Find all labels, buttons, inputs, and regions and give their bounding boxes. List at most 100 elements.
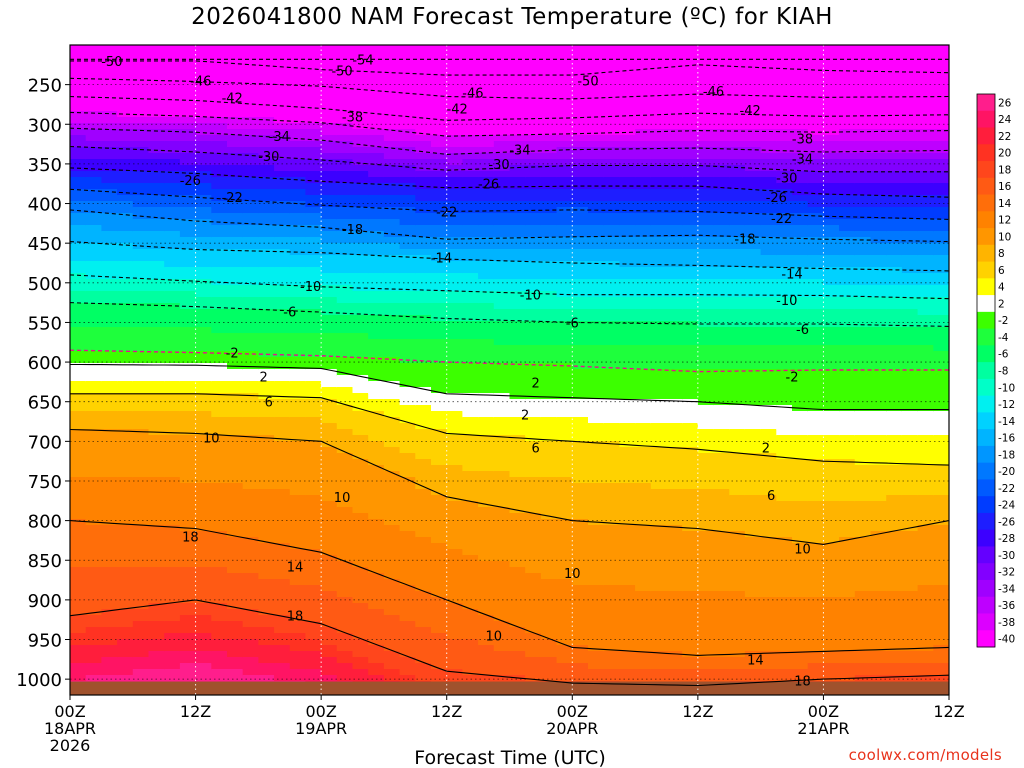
field-cell bbox=[117, 153, 134, 160]
field-cell bbox=[305, 249, 322, 256]
field-cell bbox=[493, 441, 511, 448]
field-cell bbox=[179, 555, 197, 562]
field-cell bbox=[619, 171, 636, 178]
field-cell bbox=[744, 279, 762, 286]
field-cell bbox=[635, 267, 652, 274]
field-cell bbox=[258, 615, 275, 622]
field-cell bbox=[493, 495, 511, 502]
field-cell bbox=[760, 417, 778, 424]
field-cell bbox=[493, 381, 511, 388]
field-cell bbox=[195, 219, 213, 226]
field-cell bbox=[117, 69, 134, 76]
field-cell bbox=[776, 171, 793, 178]
field-cell bbox=[572, 147, 589, 154]
field-cell bbox=[493, 669, 511, 676]
field-cell bbox=[760, 327, 778, 334]
field-cell bbox=[525, 477, 542, 484]
field-cell bbox=[619, 309, 636, 316]
field-cell bbox=[321, 615, 338, 622]
field-cell bbox=[289, 471, 307, 478]
field-cell bbox=[619, 273, 636, 280]
field-cell bbox=[227, 93, 244, 100]
field-cell bbox=[195, 51, 213, 58]
field-cell bbox=[70, 609, 87, 616]
field-cell bbox=[274, 249, 291, 256]
field-cell bbox=[619, 543, 636, 550]
field-cell bbox=[352, 99, 369, 106]
field-cell bbox=[305, 537, 322, 544]
field-cell bbox=[682, 591, 699, 598]
field-cell bbox=[682, 669, 699, 676]
field-cell bbox=[132, 441, 150, 448]
field-cell bbox=[258, 261, 275, 268]
field-cell bbox=[368, 309, 385, 316]
field-cell bbox=[383, 651, 401, 658]
field-cell bbox=[682, 219, 699, 226]
field-cell bbox=[760, 207, 778, 214]
field-cell bbox=[117, 165, 134, 172]
field-cell bbox=[588, 99, 605, 106]
field-cell bbox=[415, 69, 432, 76]
field-cell bbox=[431, 411, 448, 418]
field-cell bbox=[399, 537, 417, 544]
field-cell bbox=[556, 165, 574, 172]
field-cell bbox=[399, 189, 417, 196]
field-cell bbox=[556, 123, 574, 130]
field-cell bbox=[164, 543, 181, 550]
field-cell bbox=[744, 627, 762, 634]
field-cell bbox=[148, 561, 165, 568]
field-cell bbox=[682, 57, 699, 64]
field-cell bbox=[635, 615, 652, 622]
field-cell bbox=[682, 579, 699, 586]
field-cell bbox=[682, 255, 699, 262]
field-cell bbox=[635, 507, 652, 514]
field-cell bbox=[415, 639, 432, 646]
field-cell bbox=[368, 591, 385, 598]
field-cell bbox=[603, 471, 621, 478]
field-cell bbox=[682, 87, 699, 94]
field-cell bbox=[666, 495, 683, 502]
field-cell bbox=[274, 441, 291, 448]
field-cell bbox=[478, 261, 495, 268]
field-cell bbox=[525, 381, 542, 388]
field-cell bbox=[760, 213, 778, 220]
field-cell bbox=[117, 627, 134, 634]
field-cell bbox=[368, 195, 385, 202]
field-cell bbox=[195, 555, 213, 562]
field-cell bbox=[132, 651, 150, 658]
field-cell bbox=[682, 45, 699, 52]
field-cell bbox=[744, 345, 762, 352]
field-cell bbox=[713, 189, 731, 196]
field-cell bbox=[227, 249, 244, 256]
field-cell bbox=[164, 357, 181, 364]
field-cell bbox=[478, 393, 495, 400]
field-cell bbox=[258, 171, 275, 178]
field-cell bbox=[478, 627, 495, 634]
field-cell bbox=[572, 111, 589, 118]
field-cell bbox=[274, 621, 291, 628]
field-cell bbox=[540, 171, 558, 178]
field-cell bbox=[258, 339, 275, 346]
field-cell bbox=[70, 633, 87, 640]
field-cell bbox=[588, 249, 605, 256]
field-cell bbox=[227, 651, 244, 658]
field-cell bbox=[462, 213, 479, 220]
field-cell bbox=[682, 621, 699, 628]
field-cell bbox=[556, 87, 574, 94]
field-cell bbox=[493, 561, 511, 568]
field-cell bbox=[101, 393, 118, 400]
field-cell bbox=[431, 309, 448, 316]
field-cell bbox=[164, 75, 181, 82]
field-cell bbox=[525, 141, 542, 148]
field-cell bbox=[117, 453, 134, 460]
field-cell bbox=[415, 621, 432, 628]
field-cell bbox=[415, 219, 432, 226]
field-cell bbox=[195, 453, 213, 460]
field-cell bbox=[682, 531, 699, 538]
field-cell bbox=[242, 345, 260, 352]
field-cell bbox=[305, 645, 322, 652]
field-cell bbox=[666, 525, 683, 532]
field-cell bbox=[117, 141, 134, 148]
field-cell bbox=[744, 531, 762, 538]
field-cell bbox=[211, 447, 228, 454]
